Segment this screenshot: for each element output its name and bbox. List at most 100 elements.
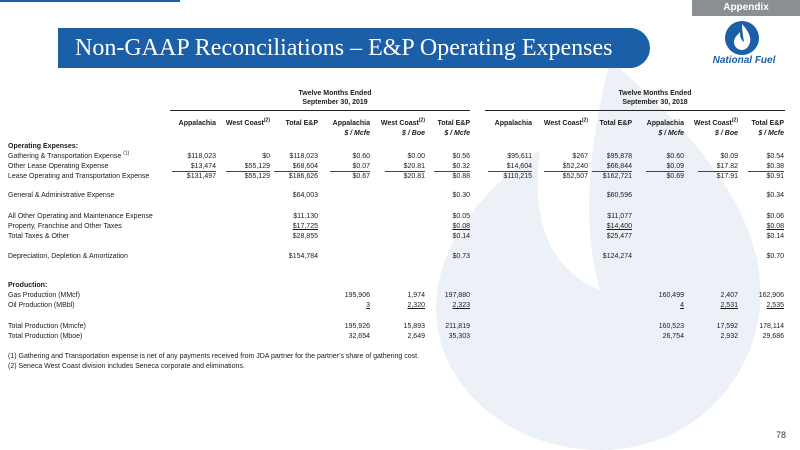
row-label-total-mboe: Total Production (Mboe) xyxy=(8,333,83,340)
appendix-tab: Appendix xyxy=(692,0,800,16)
cell: $0.14 xyxy=(452,233,470,240)
cell: $28,855 xyxy=(292,233,318,240)
cell: $0 xyxy=(262,153,270,160)
page-title: Non-GAAP Reconciliations – E&P Operating… xyxy=(75,35,613,61)
cell: 160,499 xyxy=(658,292,684,299)
subtotal-rule xyxy=(330,171,370,172)
row-label-lease-operating: Lease Operating and Transportation Expen… xyxy=(8,173,150,180)
cell: $0.05 xyxy=(452,213,470,220)
subtotal-rule xyxy=(226,171,270,172)
unit-mcfe-2019-b: $ / Mcfe xyxy=(444,130,470,137)
unit-mcfe-2018-b: $ / Mcfe xyxy=(758,130,784,137)
col-west-coast-2018: West Coast(2) xyxy=(543,117,588,127)
row-label-gas-production: Gas Production (MMcf) xyxy=(8,292,80,299)
top-accent-line xyxy=(0,0,180,2)
cell: $55,129 xyxy=(244,173,270,180)
footnote-2: (2) Seneca West Coast division includes … xyxy=(8,363,245,370)
cell: $17.82 xyxy=(716,163,738,170)
row-label-oil-production: Oil Production (MBbl) xyxy=(8,302,75,309)
cell: $0.32 xyxy=(452,163,470,170)
cell: 195,926 xyxy=(344,323,370,330)
cell: 211,819 xyxy=(445,323,470,330)
cell: $95,878 xyxy=(606,153,632,160)
period-2018-line2: September 30, 2018 xyxy=(622,99,688,106)
subtotal-rule xyxy=(274,171,318,172)
footnote-1: (1) Gathering and Transportation expense… xyxy=(8,353,420,360)
cell: 17,592 xyxy=(716,323,738,330)
cell: 2,535 xyxy=(766,302,784,309)
cell: 2,932 xyxy=(720,333,738,340)
cell: 2,323 xyxy=(452,302,470,309)
cell: 162,906 xyxy=(758,292,784,299)
subtotal-rule xyxy=(592,171,632,172)
unit-mcfe-2018-a: $ / Mcfe xyxy=(658,130,684,137)
col-appalachia-2019: Appalachia xyxy=(178,120,216,127)
cell: $66,844 xyxy=(606,163,632,170)
cell: $68,604 xyxy=(292,163,318,170)
cell: 2,531 xyxy=(720,302,738,309)
cell: $0.60 xyxy=(352,153,370,160)
cell: $0.34 xyxy=(766,192,784,199)
cell: $124,274 xyxy=(602,253,632,260)
subtotal-rule xyxy=(172,171,216,172)
cell: 197,880 xyxy=(444,292,470,299)
cell: $0.09 xyxy=(720,153,738,160)
cell: 2,649 xyxy=(407,333,425,340)
col-west-coast-rate-2018: West Coast(2) xyxy=(693,117,738,127)
row-label-total-taxes: Total Taxes & Other xyxy=(8,233,69,240)
cell: 35,303 xyxy=(448,333,470,340)
subtotal-rule xyxy=(434,171,470,172)
period-2019-rule xyxy=(170,110,470,111)
subtotal-rule xyxy=(748,171,784,172)
col-west-coast-2019: West Coast(2) xyxy=(225,117,270,127)
unit-mcfe-2019-a: $ / Mcfe xyxy=(344,130,370,137)
cell: $0.60 xyxy=(666,153,684,160)
row-label-gathering: Gathering & Transportation Expense (1) xyxy=(8,150,130,160)
cell: $95,611 xyxy=(507,153,532,160)
cell: $14,604 xyxy=(506,163,532,170)
row-label-property-taxes: Property, Franchise and Other Taxes xyxy=(8,223,122,230)
cell: $0.91 xyxy=(766,173,784,180)
cell: 29,686 xyxy=(762,333,784,340)
section-operating-expenses: Operating Expenses: xyxy=(8,143,79,150)
cell: $154,784 xyxy=(288,253,318,260)
cell: $0.14 xyxy=(766,233,784,240)
cell: $267 xyxy=(572,153,588,160)
cell: $0.07 xyxy=(352,163,370,170)
cell: $11,130 xyxy=(293,213,318,220)
cell: $118,023 xyxy=(187,153,216,160)
cell: $0.73 xyxy=(452,253,470,260)
cell: $14,400 xyxy=(606,223,632,230)
unit-boe-2018: $ / Boe xyxy=(715,130,738,137)
cell: $55,129 xyxy=(244,163,270,170)
cell: $64,003 xyxy=(292,192,318,199)
col-appalachia-rate-2018: Appalachia xyxy=(646,120,684,127)
subtotal-rule xyxy=(385,171,425,172)
cell: $17.91 xyxy=(716,173,738,180)
cell: $25,477 xyxy=(606,233,632,240)
cell: $186,626 xyxy=(288,173,318,180)
cell: 32,654 xyxy=(348,333,370,340)
col-appalachia-2018: Appalachia xyxy=(494,120,532,127)
period-2018-rule xyxy=(485,110,785,111)
col-appalachia-rate-2019: Appalachia xyxy=(332,120,370,127)
cell: $0.69 xyxy=(666,173,684,180)
cell: 1,974 xyxy=(407,292,425,299)
unit-boe-2019: $ / Boe xyxy=(402,130,425,137)
section-production: Production: xyxy=(8,282,48,289)
col-west-coast-rate-2019: West Coast(2) xyxy=(380,117,425,127)
row-label-all-other-om: All Other Operating and Maintenance Expe… xyxy=(8,213,153,220)
cell: $13,474 xyxy=(190,163,216,170)
cell: 26,754 xyxy=(662,333,684,340)
col-total-rate-2019: Total E&P xyxy=(437,120,470,127)
subtotal-rule xyxy=(646,171,684,172)
subtotal-rule xyxy=(698,171,738,172)
col-total-rate-2018: Total E&P xyxy=(751,120,784,127)
cell: 195,906 xyxy=(344,292,370,299)
cell: $52,507 xyxy=(562,173,588,180)
title-bar xyxy=(58,28,650,68)
cell: $0.30 xyxy=(452,192,470,199)
cell: $118,023 xyxy=(289,153,318,160)
cell: $60,596 xyxy=(606,192,632,199)
col-total-2019: Total E&P xyxy=(285,120,318,127)
